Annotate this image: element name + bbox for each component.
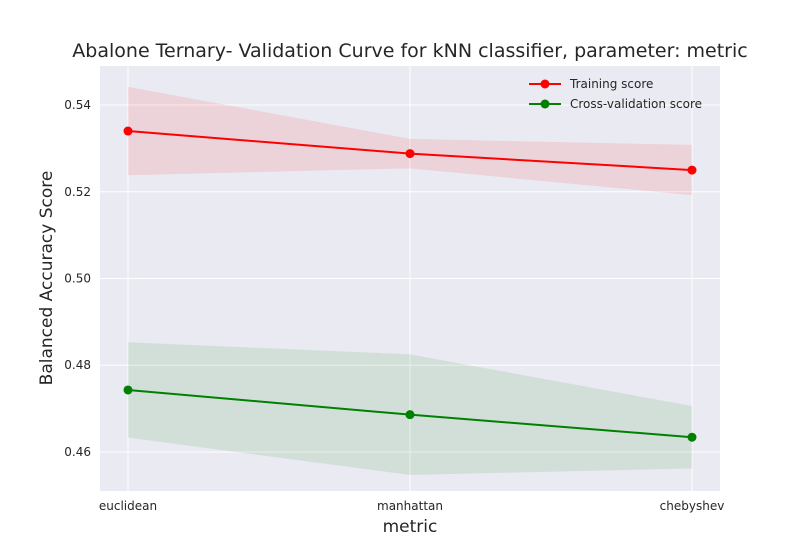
y-tick-label: 0.50 [64,272,91,286]
y-tick-label: 0.52 [64,185,91,199]
std-band-cv [128,342,692,475]
x-tick-label: manhattan [377,499,443,513]
data-point-training [123,126,133,136]
series-lines [123,126,697,442]
x-tick-label: chebyshev [660,499,725,513]
std-bands [128,86,692,475]
legend: Training score Cross-validation score [529,77,702,111]
y-tick-label: 0.46 [64,445,91,459]
chart-title: Abalone Ternary- Validation Curve for kN… [72,40,747,62]
data-point-cv [405,410,415,420]
x-tick-label: euclidean [99,499,157,513]
data-point-training [405,149,415,159]
y-tick-label: 0.54 [64,98,91,112]
data-point-cv [123,385,133,395]
y-axis-label: Balanced Accuracy Score [37,171,57,386]
legend-marker-cv-dot [540,99,550,109]
grid [100,66,720,491]
legend-label-cv: Cross-validation score [570,97,702,111]
std-band-training [128,86,692,196]
legend-marker-training-dot [540,79,550,89]
tick-labels: 0.46 0.48 0.50 0.52 0.54 euclidean manhattan ch… [64,98,724,513]
legend-label-training: Training score [569,77,653,91]
data-point-cv [687,432,697,442]
y-tick-label: 0.48 [64,358,91,372]
data-point-training [687,165,697,175]
x-axis-label: metric [383,517,438,537]
